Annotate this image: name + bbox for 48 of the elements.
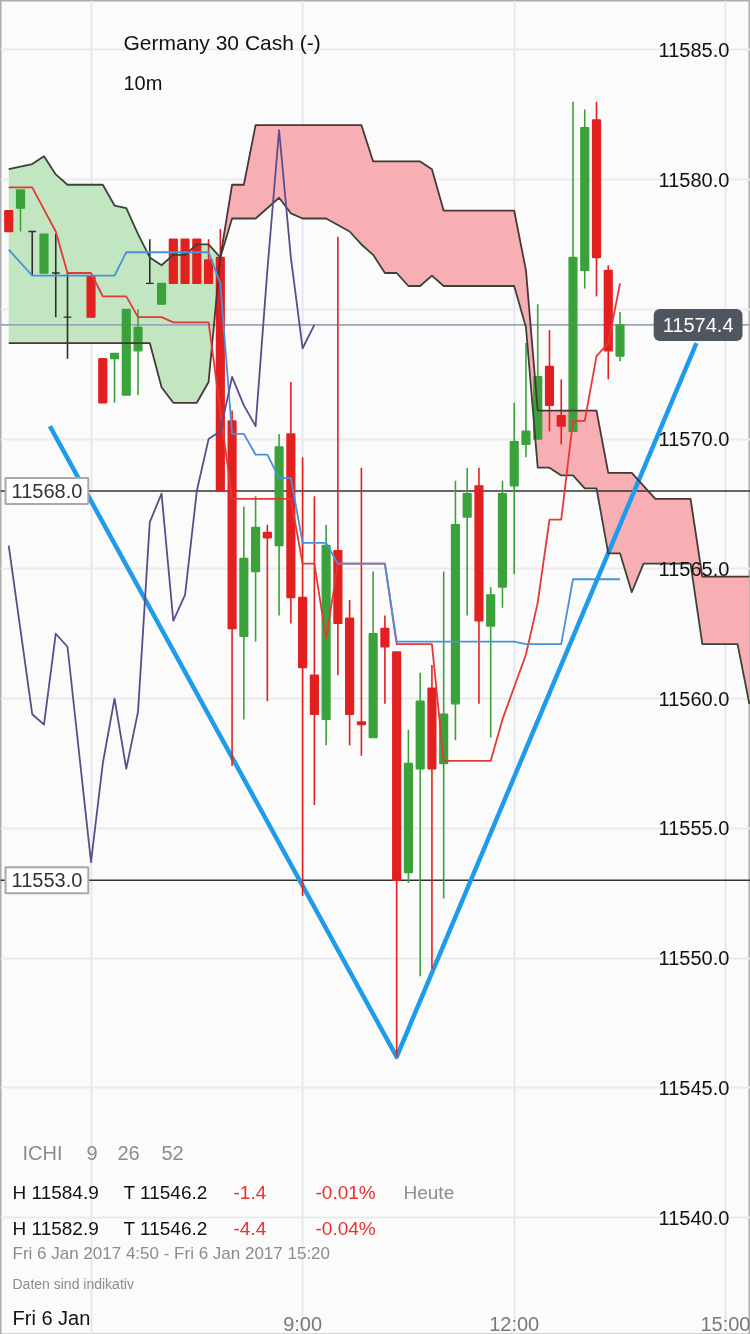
annotation: T 11546.2 [123, 1182, 208, 1203]
annotation: -4.4 [233, 1218, 267, 1239]
candlestick [4, 210, 14, 233]
annotation: H 11582.9 [12, 1218, 99, 1239]
y-tick-label: 11545.0 [658, 1076, 730, 1099]
line-series [7, 155, 750, 705]
annotation: ICHI [22, 1141, 63, 1164]
y-tick-label: 11555.0 [658, 817, 730, 840]
y-tick-label: 11570.0 [658, 428, 730, 451]
x-tick-label: 12:00 [489, 1312, 540, 1334]
annotation: -0.01% [315, 1182, 376, 1203]
ref-line-label: 11568.0 [11, 480, 83, 503]
candlestick [15, 189, 26, 233]
candlestick [356, 466, 366, 757]
annotation: -0.04% [315, 1218, 376, 1239]
line-series [7, 129, 316, 864]
candlestick [462, 466, 472, 617]
candlestick [380, 614, 390, 705]
annotation: Heute [403, 1182, 455, 1203]
y-tick-label: 11540.0 [658, 1206, 730, 1229]
line-series [7, 124, 750, 578]
annotation: -1.4 [233, 1182, 267, 1203]
ref-line-label: 11553.0 [11, 869, 83, 892]
candlestick [556, 378, 566, 446]
candlestick [109, 352, 120, 404]
text: Germany 30 Cash (-) [123, 31, 321, 54]
line-series [7, 248, 621, 646]
y-tick-label: 11580.0 [658, 168, 730, 191]
ref-line-label: 11574.4 [662, 313, 734, 336]
annotation: 26 [117, 1141, 140, 1164]
x-tick-label: 9:00 [283, 1312, 323, 1334]
annotation: Fri 6 Jan 2017 4:50 - Fri 6 Jan 2017 15:20 [12, 1244, 331, 1263]
candlestick [133, 308, 143, 396]
annotation: Fri 6 Jan [12, 1306, 91, 1329]
candlestick [203, 238, 214, 285]
annotation: 52 [161, 1141, 184, 1164]
line-series [7, 186, 621, 762]
y-tick-label: 11550.0 [658, 947, 730, 970]
candlestick [156, 282, 167, 305]
annotation: T 11546.2 [123, 1218, 208, 1239]
y-tick-label: 11585.0 [658, 38, 730, 61]
annotation: Daten sind indikativ [12, 1275, 134, 1292]
annotation: H 11584.9 [12, 1182, 99, 1203]
y-tick-label: 11560.0 [658, 687, 730, 710]
candlestick [521, 342, 531, 459]
annotation: 9 [86, 1141, 98, 1164]
text: 10m [123, 71, 163, 94]
candlestick [262, 523, 272, 703]
